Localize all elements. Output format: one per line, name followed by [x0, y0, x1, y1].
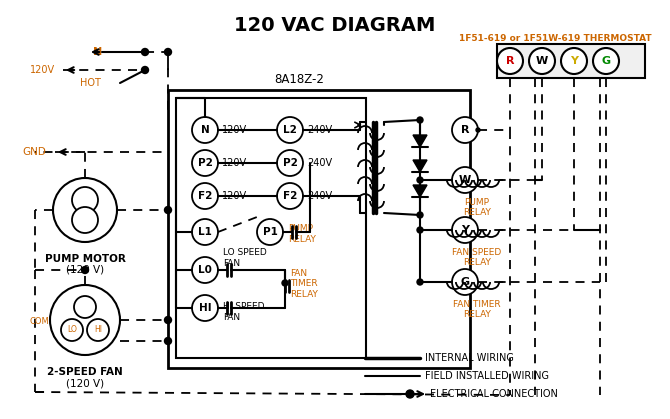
Text: 8A18Z-2: 8A18Z-2 — [274, 73, 324, 86]
Circle shape — [74, 296, 96, 318]
Circle shape — [277, 117, 303, 143]
Text: G: G — [460, 277, 470, 287]
Text: LO SPEED
FAN: LO SPEED FAN — [223, 248, 267, 268]
Polygon shape — [413, 135, 427, 147]
Circle shape — [406, 390, 414, 398]
Text: R: R — [506, 56, 515, 66]
Bar — [176, 98, 366, 358]
Polygon shape — [413, 185, 427, 197]
Circle shape — [593, 48, 619, 74]
Circle shape — [417, 227, 423, 233]
Circle shape — [417, 212, 423, 218]
Circle shape — [452, 217, 478, 243]
Circle shape — [417, 117, 423, 123]
Text: FAN
TIMER
RELAY: FAN TIMER RELAY — [290, 269, 318, 299]
Circle shape — [165, 337, 172, 344]
Text: LO: LO — [67, 326, 77, 334]
Circle shape — [141, 67, 149, 73]
Circle shape — [192, 295, 218, 321]
Circle shape — [476, 128, 480, 132]
Text: PUMP MOTOR: PUMP MOTOR — [45, 254, 125, 264]
Circle shape — [50, 285, 120, 355]
Text: L1: L1 — [198, 227, 212, 237]
Circle shape — [452, 269, 478, 295]
Circle shape — [165, 316, 172, 323]
Circle shape — [192, 219, 218, 245]
Text: W: W — [459, 175, 471, 185]
Text: N: N — [93, 47, 103, 57]
Circle shape — [561, 48, 587, 74]
Text: FAN TIMER
RELAY: FAN TIMER RELAY — [453, 300, 500, 319]
Text: Y: Y — [570, 56, 578, 66]
Text: P1: P1 — [263, 227, 277, 237]
Text: 120V: 120V — [222, 158, 247, 168]
Circle shape — [53, 178, 117, 242]
Bar — [168, 90, 470, 368]
Text: HOT: HOT — [80, 78, 101, 88]
Text: HI: HI — [94, 326, 102, 334]
Circle shape — [61, 319, 83, 341]
Text: COM: COM — [29, 318, 49, 326]
Text: 2-SPEED FAN: 2-SPEED FAN — [47, 367, 123, 377]
Circle shape — [165, 207, 172, 214]
Text: W: W — [536, 56, 548, 66]
Text: FAN SPEED
RELAY: FAN SPEED RELAY — [452, 248, 502, 267]
Text: PUMP
RELAY: PUMP RELAY — [288, 224, 316, 244]
Circle shape — [529, 48, 555, 74]
Circle shape — [192, 117, 218, 143]
Circle shape — [192, 257, 218, 283]
Text: F2: F2 — [198, 191, 212, 201]
Text: P2: P2 — [198, 158, 212, 168]
Text: 240V: 240V — [307, 191, 332, 201]
Text: P2: P2 — [283, 158, 297, 168]
Circle shape — [277, 150, 303, 176]
Circle shape — [417, 279, 423, 285]
Text: R: R — [461, 125, 469, 135]
Text: (120 V): (120 V) — [66, 265, 104, 275]
Circle shape — [165, 49, 172, 55]
Circle shape — [277, 183, 303, 209]
Text: F2: F2 — [283, 191, 297, 201]
Circle shape — [141, 49, 149, 55]
Text: PUMP
RELAY: PUMP RELAY — [463, 198, 491, 217]
Text: 120V: 120V — [222, 125, 247, 135]
Text: Y: Y — [461, 225, 469, 235]
Text: 1F51-619 or 1F51W-619 THERMOSTAT: 1F51-619 or 1F51W-619 THERMOSTAT — [459, 34, 651, 42]
Circle shape — [192, 150, 218, 176]
Text: N: N — [200, 125, 209, 135]
Circle shape — [497, 48, 523, 74]
Text: 240V: 240V — [307, 158, 332, 168]
Text: G: G — [602, 56, 610, 66]
Text: (120 V): (120 V) — [66, 378, 104, 388]
Text: ELECTRICAL CONNECTION: ELECTRICAL CONNECTION — [430, 389, 558, 399]
Circle shape — [452, 167, 478, 193]
Text: L2: L2 — [283, 125, 297, 135]
Circle shape — [82, 266, 88, 274]
Text: 120 VAC DIAGRAM: 120 VAC DIAGRAM — [234, 16, 436, 35]
Text: HI: HI — [199, 303, 211, 313]
Polygon shape — [413, 160, 427, 172]
Circle shape — [282, 280, 288, 286]
Text: 240V: 240V — [307, 125, 332, 135]
Circle shape — [72, 207, 98, 233]
Circle shape — [417, 177, 423, 183]
Bar — [497, 44, 645, 78]
Text: FIELD INSTALLED WIRING: FIELD INSTALLED WIRING — [425, 371, 549, 381]
Circle shape — [257, 219, 283, 245]
Text: GND: GND — [22, 147, 46, 157]
Circle shape — [72, 187, 98, 213]
Circle shape — [192, 183, 218, 209]
Text: 120V: 120V — [222, 191, 247, 201]
Text: INTERNAL WIRING: INTERNAL WIRING — [425, 353, 514, 363]
Text: 120V: 120V — [30, 65, 55, 75]
Text: HI SPEED
FAN: HI SPEED FAN — [223, 302, 265, 322]
Text: L0: L0 — [198, 265, 212, 275]
Circle shape — [452, 117, 478, 143]
Circle shape — [87, 319, 109, 341]
